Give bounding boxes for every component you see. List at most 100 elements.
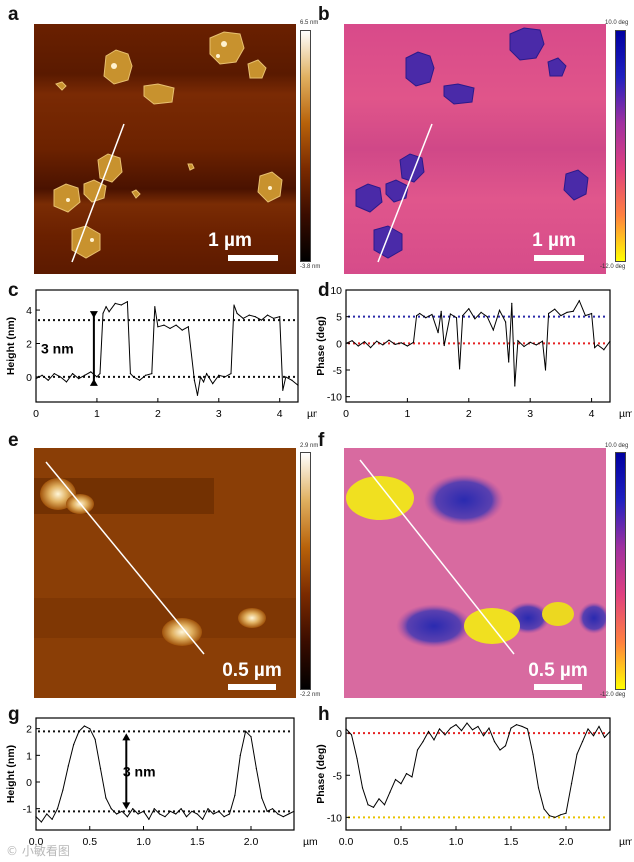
data-point — [266, 810, 268, 812]
x-tick-label: 1.5 — [504, 836, 519, 848]
data-point — [175, 813, 177, 815]
colorbar-e — [300, 452, 311, 690]
data-point — [297, 384, 299, 386]
profile-line — [71, 123, 125, 263]
data-point — [529, 341, 531, 343]
data-point — [114, 302, 116, 304]
data-point — [504, 745, 507, 747]
flake-bright-4 — [238, 608, 266, 628]
data-point — [169, 327, 171, 330]
afm-phase-image-f: 0.5 µm — [344, 448, 606, 698]
data-point — [154, 306, 156, 308]
data-point — [508, 361, 510, 363]
data-point — [207, 808, 209, 810]
data-point — [419, 312, 421, 315]
data-point — [175, 324, 177, 326]
colorbar-min-a: -3.8 nm — [300, 264, 321, 270]
phase-yellow-flake-1 — [346, 476, 414, 520]
height-annotation: 3 nm — [123, 763, 156, 779]
data-point — [35, 816, 37, 818]
data-point — [230, 372, 232, 375]
colorbar-min-b: -12.0 deg — [600, 264, 626, 270]
data-point — [99, 372, 101, 375]
data-point — [105, 306, 107, 308]
phase-yellow-flake-3 — [542, 602, 574, 626]
data-point — [277, 813, 279, 815]
data-point — [425, 317, 427, 319]
data-point — [356, 757, 358, 760]
data-point — [206, 372, 208, 375]
data-point — [566, 311, 568, 313]
data-point — [120, 304, 122, 306]
data-point — [462, 315, 464, 317]
data-point — [499, 749, 501, 751]
data-point — [196, 394, 199, 396]
data-point — [212, 383, 214, 385]
y-tick-label: -5 — [333, 770, 342, 782]
data-point — [153, 808, 155, 810]
data-point — [285, 376, 287, 378]
data-point — [437, 332, 439, 334]
data-point — [291, 379, 293, 381]
data-point — [544, 369, 547, 371]
y-tick-label: 5 — [336, 312, 342, 324]
afm-height-image-a: 1 µm — [34, 24, 296, 274]
scale-bar-e — [228, 684, 276, 690]
y-axis-label: Height (nm) — [5, 317, 17, 375]
data-point — [369, 347, 372, 349]
data-point — [102, 312, 104, 315]
data-point — [590, 312, 593, 315]
data-point — [548, 815, 551, 817]
data-point — [526, 728, 529, 730]
data-point — [78, 377, 80, 380]
data-point — [572, 310, 574, 312]
data-point — [191, 810, 193, 812]
nanosheet-flakes — [53, 31, 283, 259]
data-point — [132, 376, 135, 378]
data-point — [382, 344, 384, 346]
data-point — [603, 736, 606, 738]
data-point — [138, 379, 141, 381]
y-tick-label: 4 — [26, 305, 32, 317]
profile-series — [35, 725, 295, 823]
data-point — [132, 808, 134, 810]
data-point — [388, 339, 390, 341]
data-point — [554, 308, 556, 310]
data-point — [180, 808, 182, 810]
data-point — [350, 734, 353, 736]
y-axis-label: Phase (deg) — [315, 744, 327, 804]
data-point — [541, 340, 544, 342]
data-point — [223, 816, 225, 818]
phase-dark-region-1 — [424, 474, 504, 526]
x-axis-label: µm — [619, 836, 632, 848]
data-point — [202, 381, 205, 383]
data-point — [389, 791, 391, 793]
colorbar-min-f: -12.0 deg — [600, 692, 626, 698]
y-tick-label: 0 — [26, 372, 32, 384]
data-point — [521, 725, 523, 728]
plot-frame — [345, 289, 611, 403]
data-point — [234, 794, 236, 796]
data-point — [99, 768, 102, 770]
data-point — [151, 372, 153, 375]
data-point — [116, 813, 118, 815]
afm-phase-image-b: 1 µm — [344, 24, 606, 274]
x-axis-label: µm — [619, 408, 632, 420]
x-tick-label: 1 — [404, 408, 410, 420]
data-point — [255, 768, 257, 770]
data-point — [511, 302, 513, 304]
data-point — [142, 810, 145, 812]
data-point — [67, 765, 69, 767]
data-point — [288, 813, 290, 815]
data-point — [94, 738, 96, 740]
data-point — [406, 345, 408, 347]
data-point — [477, 725, 479, 728]
data-point — [444, 734, 446, 736]
data-point — [233, 304, 235, 306]
y-axis-label: Height (nm) — [5, 745, 17, 803]
data-point — [405, 772, 408, 775]
chart-height-profile-c: 0 1 2 3 4 µm 0 2 4 Height (nm) 3 nm — [5, 289, 317, 420]
data-point — [416, 749, 419, 751]
data-point — [449, 313, 451, 315]
plot-frame — [35, 717, 295, 831]
